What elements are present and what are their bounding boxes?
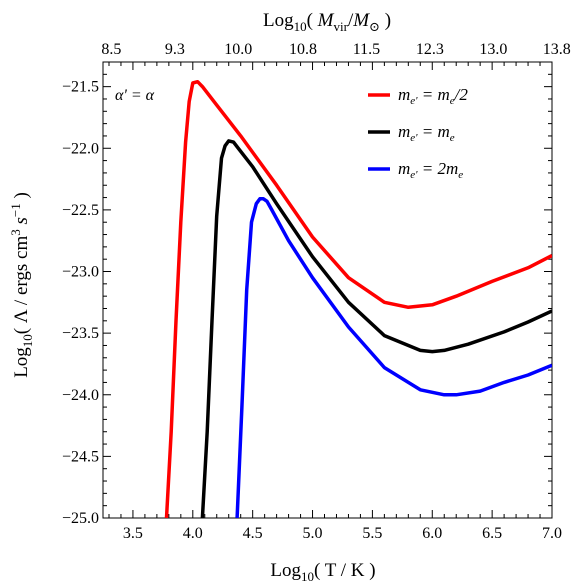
x-axis-ticks <box>108 62 553 518</box>
x-tick-label: 4.5 <box>243 525 263 542</box>
series-line-3 <box>235 197 552 518</box>
top-axis-tick-labels: 8.5 9.3 10.0 10.8 11.5 12.3 13.0 13.8 <box>101 41 570 58</box>
y-tick-label: −24.5 <box>62 448 99 465</box>
top-tick-label: 10.0 <box>224 41 252 58</box>
series-lines <box>164 79 552 518</box>
x-axis-title: Log10( T / K ) <box>270 560 375 584</box>
y-axis-ticks <box>103 73 552 519</box>
x-tick-label: 3.5 <box>123 525 143 542</box>
series-line-1 <box>164 79 552 518</box>
chart-annotation: α' = α <box>115 87 155 104</box>
y-axis-tick-labels: −25.0 −24.5 −24.0 −23.5 −23.0 −22.5 −22.0 −21.5 <box>62 79 99 527</box>
x-axis-tick-labels: 3.5 4.0 4.5 5.0 5.5 6.0 6.5 7.0 <box>123 525 562 542</box>
y-tick-label: −25.0 <box>62 510 99 527</box>
y-tick-label: −21.5 <box>62 79 99 96</box>
legend-label: me' = 2me <box>398 159 463 181</box>
x-tick-label: 5.0 <box>303 525 323 542</box>
x-tick-label: 6.5 <box>482 525 502 542</box>
x-tick-label: 6.0 <box>422 525 442 542</box>
top-tick-label: 13.8 <box>543 41 571 58</box>
y-tick-label: −24.0 <box>62 387 99 404</box>
top-tick-label: 8.5 <box>101 41 121 58</box>
legend: me' = me/2 me' = me me' = 2me <box>368 85 468 181</box>
legend-label: me' = me <box>398 122 455 144</box>
y-axis-title: Log10( Λ / ergs cm3 s−1 ) <box>8 192 35 378</box>
y-tick-label: −23.5 <box>62 325 99 342</box>
x-tick-label: 5.5 <box>362 525 382 542</box>
y-tick-label: −23.0 <box>62 264 99 281</box>
plot-frame <box>102 61 553 519</box>
x-tick-label: 7.0 <box>542 525 562 542</box>
y-tick-label: −22.5 <box>62 202 99 219</box>
series-line-2 <box>200 139 552 518</box>
top-tick-label: 13.0 <box>479 41 507 58</box>
top-axis-title: Log10( Mvir/M⊙ ) <box>263 10 391 34</box>
x-tick-label: 4.0 <box>183 525 203 542</box>
y-tick-label: −22.0 <box>62 140 99 157</box>
top-tick-label: 9.3 <box>165 41 185 58</box>
top-tick-label: 10.8 <box>289 41 317 58</box>
legend-label: me' = me/2 <box>398 85 468 107</box>
top-tick-label: 12.3 <box>416 41 444 58</box>
top-tick-label: 11.5 <box>353 41 380 58</box>
